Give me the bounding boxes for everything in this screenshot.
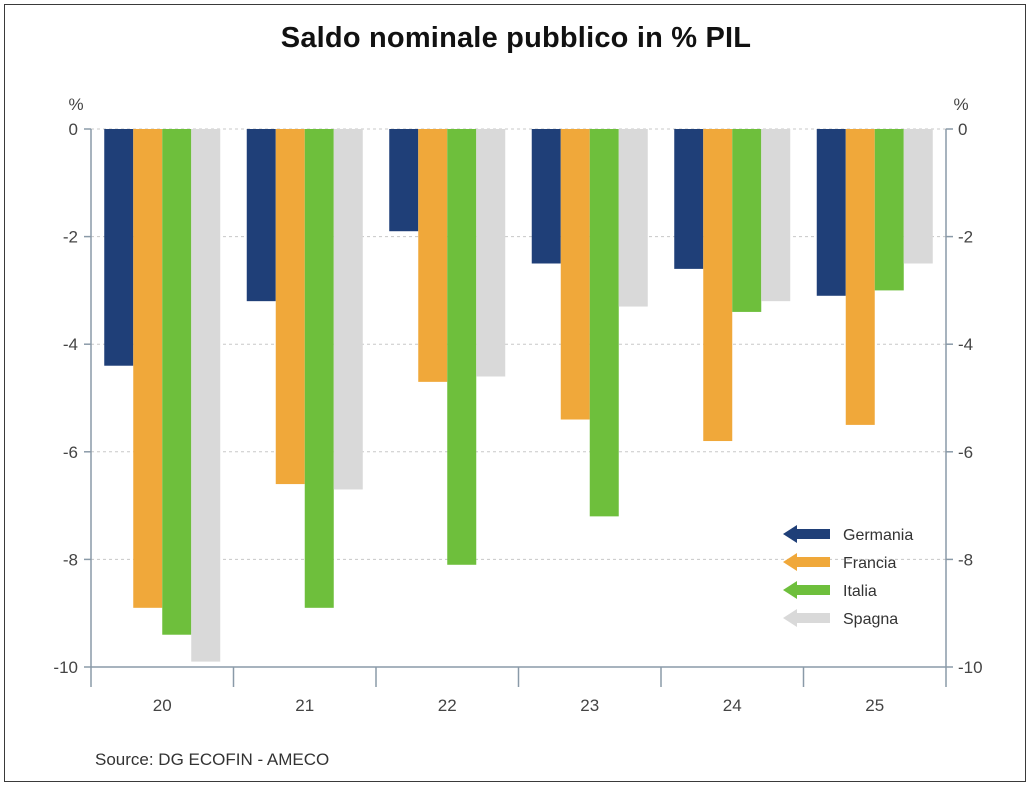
- y-axis-unit-right: %: [953, 95, 968, 114]
- ytick-label-right-2: -4: [958, 335, 973, 354]
- xtick-label-22: 22: [438, 696, 457, 715]
- ytick-label-left-0: 0: [69, 120, 78, 139]
- bar-spagna-22: [476, 129, 506, 377]
- legend: Germania Francia Italia Spagna: [783, 525, 913, 628]
- legend-swatch-francia: [783, 553, 830, 571]
- bar-italia-20: [162, 129, 192, 635]
- ytick-label-right-4: -8: [958, 550, 973, 569]
- bar-germania-21: [246, 129, 276, 302]
- bar-germania-24: [674, 129, 704, 269]
- bar-francia-21: [275, 129, 305, 485]
- source-note: Source: DG ECOFIN - AMECO: [95, 750, 330, 769]
- gridlines: [91, 128, 946, 560]
- bar-spagna-24: [761, 129, 791, 302]
- bar-italia-23: [589, 129, 619, 517]
- chart-title: Saldo nominale pubblico in % PIL: [280, 22, 752, 54]
- bar-francia-20: [133, 129, 163, 608]
- bar-germania-23: [531, 129, 561, 264]
- legend-swatch-germania: [783, 525, 830, 543]
- bar-francia-22: [418, 129, 448, 382]
- bar-italia-21: [304, 129, 334, 608]
- bars: [104, 129, 933, 662]
- bar-francia-23: [560, 129, 590, 420]
- bar-spagna-21: [333, 129, 363, 490]
- legend-label-germania: Germania: [843, 527, 913, 544]
- ytick-label-right-0: 0: [958, 120, 967, 139]
- ytick-label-left-4: -8: [63, 550, 78, 569]
- bar-spagna-25: [903, 129, 933, 264]
- xtick-label-25: 25: [865, 696, 884, 715]
- legend-label-francia: Francia: [843, 555, 896, 572]
- bar-spagna-20: [191, 129, 221, 662]
- ytick-label-left-3: -6: [63, 443, 78, 462]
- ytick-label-right-5: -10: [958, 658, 983, 677]
- legend-swatch-italia: [783, 581, 830, 599]
- axes: 0 0 -2 -2 -4 -4 -6 -6 -8 -8 -10 -10% % 20 21 22 23 24 25: [53, 95, 982, 715]
- bar-italia-22: [447, 129, 477, 565]
- ytick-label-right-3: -6: [958, 443, 973, 462]
- legend-swatch-spagna: [783, 609, 830, 627]
- y-axis-unit-left: %: [68, 95, 83, 114]
- xtick-label-21: 21: [295, 696, 314, 715]
- xtick-label-20: 20: [153, 696, 172, 715]
- bar-francia-24: [703, 129, 733, 442]
- bar-germania-20: [104, 129, 134, 366]
- bar-germania-22: [389, 129, 419, 232]
- ytick-label-left-5: -10: [53, 658, 78, 677]
- xtick-label-24: 24: [723, 696, 742, 715]
- bar-germania-25: [816, 129, 846, 296]
- legend-label-italia: Italia: [843, 583, 877, 600]
- ytick-label-left-2: -4: [63, 335, 78, 354]
- bar-italia-25: [874, 129, 904, 291]
- ytick-label-right-1: -2: [958, 228, 973, 247]
- bar-spagna-23: [618, 129, 648, 307]
- legend-label-spagna: Spagna: [843, 611, 898, 628]
- bar-francia-25: [845, 129, 875, 425]
- ytick-label-left-1: -2: [63, 228, 78, 247]
- bar-italia-24: [732, 129, 762, 312]
- xtick-label-23: 23: [580, 696, 599, 715]
